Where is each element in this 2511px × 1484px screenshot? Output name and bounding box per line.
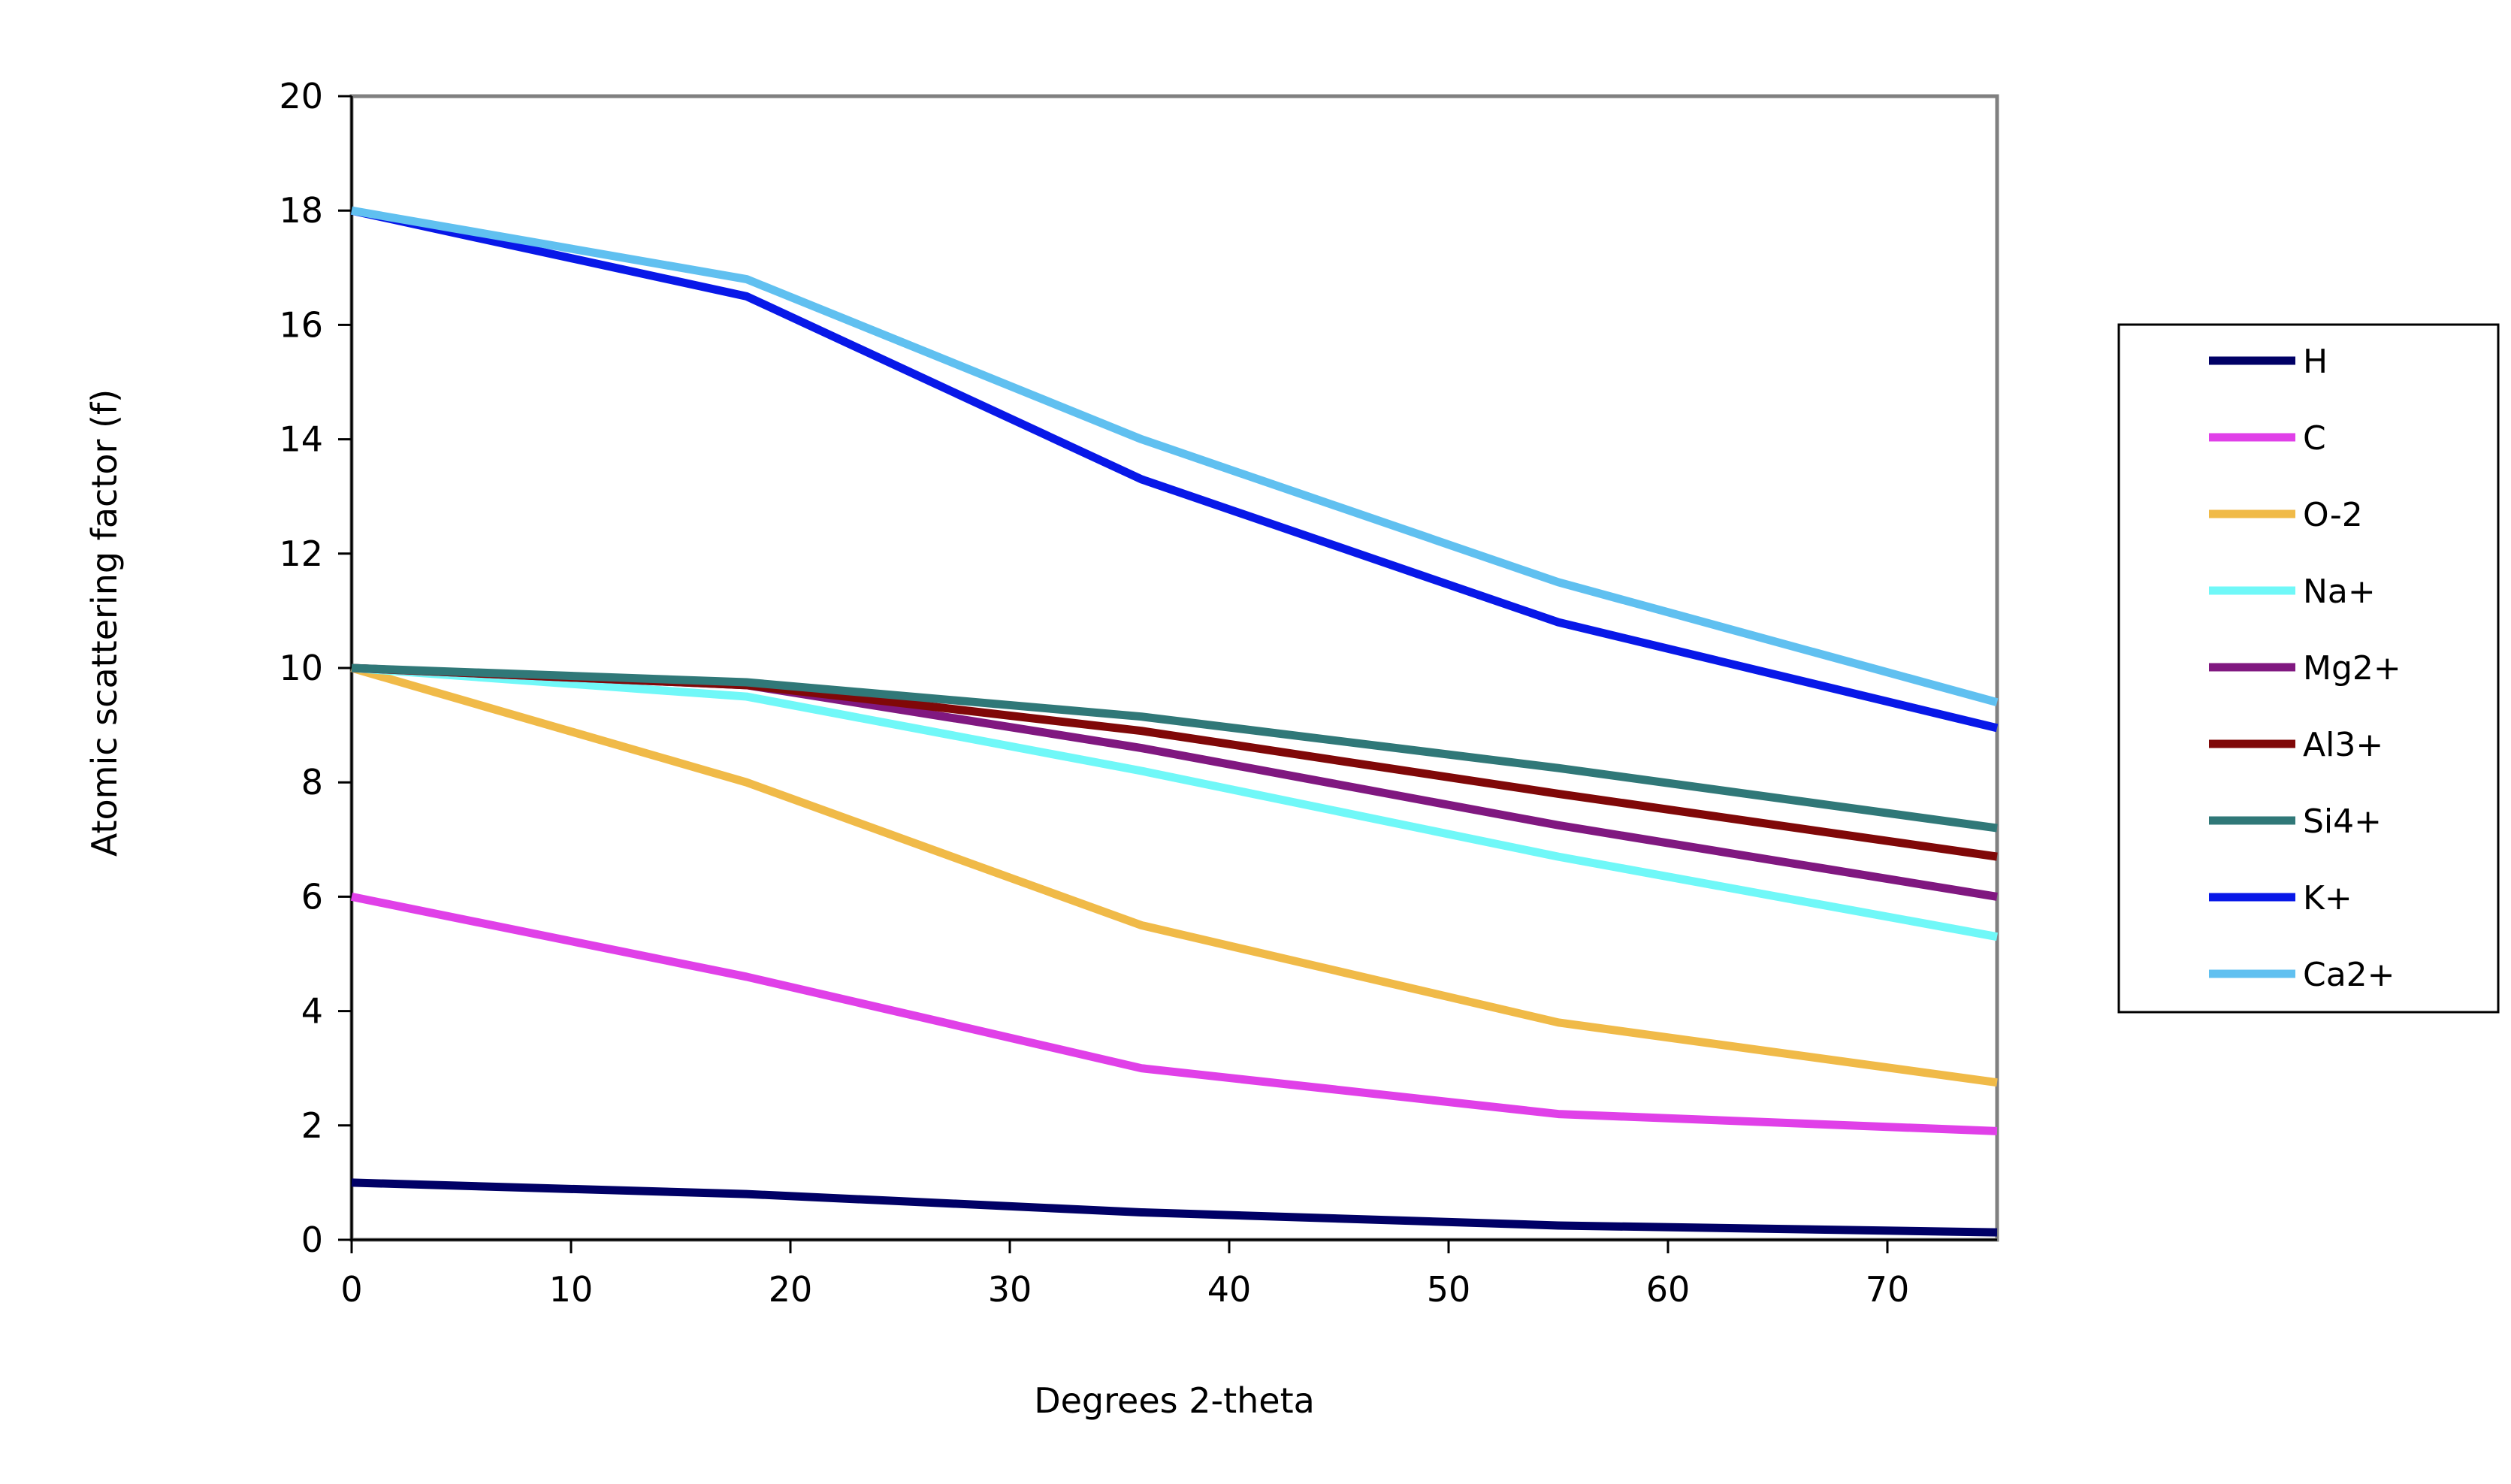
legend-box — [2117, 323, 2500, 1014]
series-line-al3- — [351, 663, 1998, 861]
x-axis-ticks: 0 10 20 30 40 50 60 70 — [340, 1240, 1909, 1310]
series-line-c — [350, 893, 1998, 1135]
legend-item: Si4+ — [2209, 802, 2382, 841]
x-tick-label: 20 — [769, 1269, 813, 1310]
legend-label: Si4+ — [2303, 802, 2382, 841]
series-line-mg2- — [351, 663, 1998, 901]
legend-label: Na+ — [2303, 573, 2376, 611]
x-tick-label: 70 — [1866, 1269, 1910, 1310]
legend-item: Na+ — [2209, 573, 2376, 611]
legend-item: O-2 — [2209, 496, 2363, 534]
series-line-o-2 — [350, 663, 1998, 1087]
series-lines — [350, 206, 1999, 1237]
legend-item: Ca2+ — [2209, 956, 2395, 994]
legend-label: O-2 — [2303, 496, 2363, 534]
x-tick-label: 10 — [549, 1269, 594, 1310]
x-tick-label: 30 — [988, 1269, 1032, 1310]
y-tick-label: 8 — [301, 762, 323, 802]
series-line-na- — [351, 663, 1998, 941]
legend-label: Mg2+ — [2303, 649, 2401, 688]
x-tick-label: 50 — [1427, 1269, 1471, 1310]
y-axis-title: Atomic scattering factor (f) — [84, 389, 125, 857]
y-axis-ticks: 0 2 4 6 8 10 12 14 16 18 20 — [279, 76, 352, 1260]
legend-label: Ca2+ — [2303, 956, 2395, 994]
legend-label: C — [2303, 419, 2326, 458]
legend-item: Mg2+ — [2209, 649, 2401, 688]
legend-label: Al3+ — [2303, 726, 2383, 764]
x-tick-label: 60 — [1646, 1269, 1691, 1310]
legend-label: H — [2303, 343, 2328, 381]
series-line-h — [351, 1178, 1998, 1237]
legend-item: C — [2209, 419, 2326, 458]
y-tick-label: 16 — [279, 304, 323, 345]
x-tick-label: 40 — [1207, 1269, 1252, 1310]
x-axis-title: Degrees 2-theta — [1034, 1380, 1315, 1421]
series-line-si4- — [351, 663, 1998, 833]
y-tick-label: 20 — [279, 76, 323, 116]
y-tick-label: 12 — [279, 533, 323, 574]
legend-item: H — [2209, 343, 2328, 381]
x-tick-label: 0 — [340, 1269, 362, 1310]
y-tick-label: 6 — [301, 876, 323, 917]
legend-label: K+ — [2303, 879, 2352, 917]
legend-item: Al3+ — [2209, 726, 2383, 764]
series-line-ca2- — [351, 206, 1999, 706]
legend: HC O-2 Na+ Mg2+ Al3+ Si4+ K+ Ca2+ — [2117, 323, 2500, 1014]
y-tick-label: 4 — [301, 991, 323, 1032]
y-tick-label: 18 — [279, 190, 323, 231]
y-tick-label: 2 — [301, 1105, 323, 1146]
y-tick-label: 10 — [279, 648, 323, 688]
series-line-k- — [350, 206, 1999, 733]
legend-item: K+ — [2209, 879, 2352, 917]
y-tick-label: 0 — [301, 1220, 323, 1260]
y-tick-label: 14 — [279, 419, 323, 460]
